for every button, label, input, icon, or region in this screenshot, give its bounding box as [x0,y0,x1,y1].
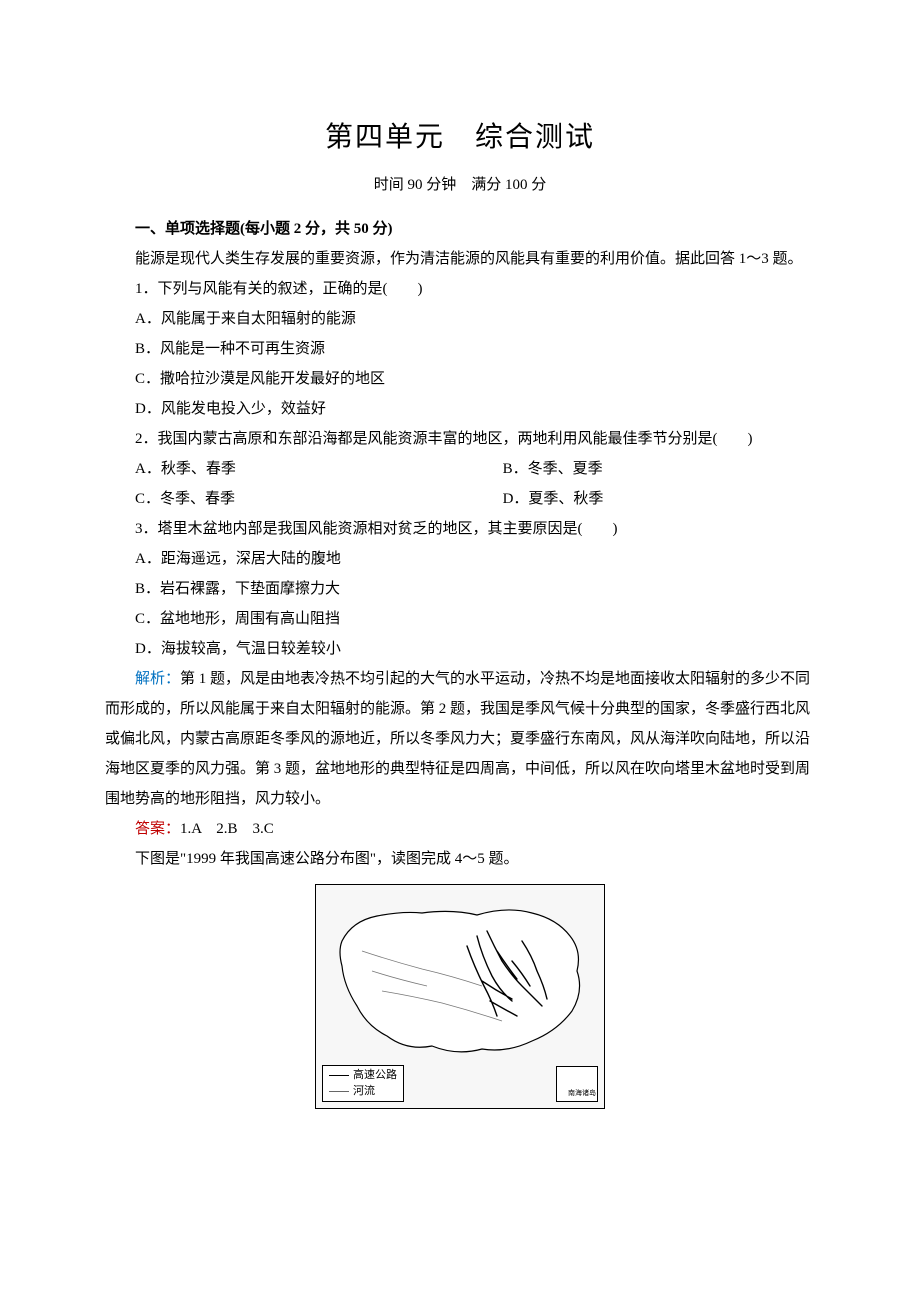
q3-option-d: D．海拔较高，气温日较差较小 [105,634,815,664]
q3-option-b: B．岩石裸露，下垫面摩擦力大 [105,574,815,604]
figure-intro: 下图是"1999 年我国高速公路分布图"，读图完成 4～5 题。 [105,844,815,874]
page-subtitle: 时间 90 分钟 满分 100 分 [105,170,815,200]
china-map-figure: 高速公路 河流 南海诸岛 [315,884,605,1109]
legend-highway: 高速公路 [329,1068,397,1083]
q1-option-d: D．风能发电投入少，效益好 [105,394,815,424]
q3-option-c: C．盆地地形，周围有高山阻挡 [105,604,815,634]
analysis-paragraph: 解析：第 1 题，风是由地表冷热不均引起的大气的水平运动，冷热不均是地面接收太阳… [105,664,815,814]
analysis-label: 解析： [135,671,180,687]
q2-option-a: A．秋季、春季 [105,454,503,484]
legend-river-label: 河流 [353,1084,375,1099]
inset-label: 南海诸岛 [568,1086,596,1100]
q2-option-c: C．冬季、春季 [105,484,503,514]
analysis-text: 第 1 题，风是由地表冷热不均引起的大气的水平运动，冷热不均是地面接收太阳辐射的… [105,671,810,807]
legend-line-icon [329,1091,349,1092]
legend-highway-label: 高速公路 [353,1068,397,1083]
answer-text: 1.A 2.B 3.C [180,821,274,837]
q2-stem: 2．我国内蒙古高原和东部沿海都是风能资源丰富的地区，两地利用风能最佳季节分别是(… [105,424,815,454]
map-legend: 高速公路 河流 [322,1065,404,1102]
map-inset: 南海诸岛 [556,1066,598,1102]
china-map-svg [322,891,600,1071]
intro-paragraph: 能源是现代人类生存发展的重要资源，作为清洁能源的风能具有重要的利用价值。据此回答… [105,244,815,274]
figure-container: 高速公路 河流 南海诸岛 [105,884,815,1120]
legend-line-icon [329,1075,349,1076]
legend-river: 河流 [329,1084,397,1099]
page-title: 第四单元 综合测试 [105,110,815,166]
q1-stem: 1．下列与风能有关的叙述，正确的是( ) [105,274,815,304]
q3-stem: 3．塔里木盆地内部是我国风能资源相对贫乏的地区，其主要原因是( ) [105,514,815,544]
q1-option-a: A．风能属于来自太阳辐射的能源 [105,304,815,334]
q2-option-b: B．冬季、夏季 [503,454,815,484]
q1-option-b: B．风能是一种不可再生资源 [105,334,815,364]
answer-paragraph: 答案：1.A 2.B 3.C [105,814,815,844]
q3-option-a: A．距海遥远，深居大陆的腹地 [105,544,815,574]
answer-label: 答案： [135,821,180,837]
q1-option-c: C．撒哈拉沙漠是风能开发最好的地区 [105,364,815,394]
q2-option-d: D．夏季、秋季 [503,484,815,514]
section-header: 一、单项选择题(每小题 2 分，共 50 分) [105,214,815,244]
